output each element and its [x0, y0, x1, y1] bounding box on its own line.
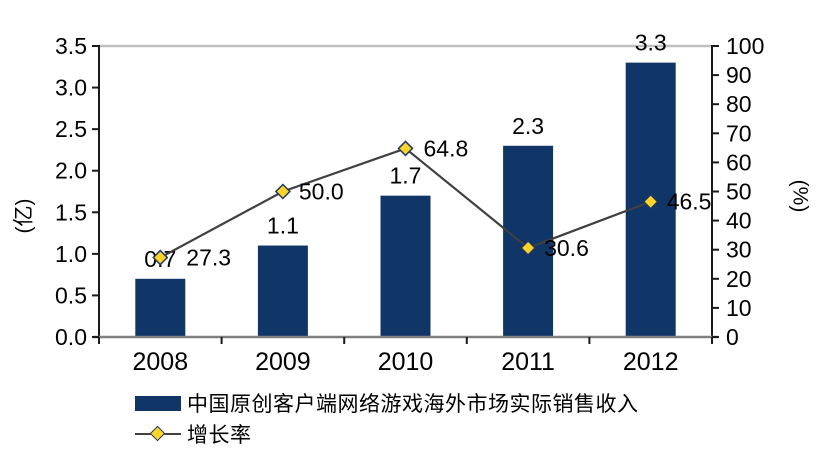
diamond-marker-2010 — [397, 140, 414, 157]
legend-item-revenue: 中国原创客户端网络游戏海外市场实际销售收入 — [135, 392, 639, 416]
right-tick-label-60: 60 — [726, 149, 752, 175]
left-tick-label-0.0: 0.0 — [55, 324, 87, 350]
legend-label-revenue: 中国原创客户端网络游戏海外市场实际销售收入 — [187, 393, 639, 416]
x-axis-label-2009: 2009 — [255, 348, 311, 376]
x-axis-label-2010: 2010 — [378, 348, 434, 376]
left-tick-label-2.0: 2.0 — [55, 158, 87, 184]
bar-2009 — [257, 245, 308, 337]
diamond-marker-2008 — [152, 249, 169, 266]
right-tick-label-100: 100 — [726, 33, 764, 59]
line-label-2011: 30.6 — [544, 235, 589, 261]
chart-legend: 中国原创客户端网络游戏海外市场实际销售收入 增长率 — [135, 392, 639, 447]
right-tick-label-70: 70 — [726, 120, 752, 146]
line-label-2008: 27.3 — [186, 245, 231, 271]
line-label-2010: 64.8 — [424, 135, 469, 161]
right-tick-label-40: 40 — [726, 208, 752, 234]
line-label-2009: 50.0 — [299, 179, 344, 205]
right-tick-label-50: 50 — [726, 179, 752, 205]
x-axis-label-2008: 2008 — [132, 348, 188, 376]
diamond-marker-2009 — [274, 183, 291, 200]
bar-2010 — [380, 195, 431, 337]
x-axis-label-2011: 2011 — [501, 348, 555, 376]
left-tick-label-1.5: 1.5 — [55, 199, 87, 225]
left-tick-label-1.0: 1.0 — [55, 241, 87, 267]
left-tick-label-3.0: 3.0 — [55, 75, 87, 101]
bar-label-2010: 1.7 — [390, 163, 422, 189]
right-tick-label-20: 20 — [726, 266, 752, 292]
right-tick-label-10: 10 — [726, 295, 752, 321]
left-tick-label-2.5: 2.5 — [55, 116, 87, 142]
diamond-marker-2011 — [520, 239, 537, 257]
right-tick-label-0: 0 — [726, 324, 739, 350]
bar-2008 — [135, 278, 186, 337]
legend-item-growth-rate: 增长率 — [135, 423, 639, 447]
diamond-marker-2012 — [642, 193, 659, 210]
diamond-marker-icon — [149, 425, 166, 442]
bar-label-2011: 2.3 — [512, 113, 544, 139]
right-axis-title: (%) — [789, 180, 812, 213]
legend-label-growth-rate: 增长率 — [187, 424, 252, 447]
bar-label-2009: 1.1 — [267, 213, 299, 239]
bar-swatch-icon — [135, 395, 181, 411]
x-axis-label-2012: 2012 — [623, 348, 679, 376]
line-diamond-swatch-icon — [135, 425, 181, 442]
right-tick-label-90: 90 — [726, 62, 752, 88]
right-tick-label-80: 80 — [726, 91, 752, 117]
left-tick-label-3.5: 3.5 — [55, 33, 87, 59]
right-tick-label-30: 30 — [726, 237, 752, 263]
left-tick-label-0.5: 0.5 — [55, 282, 87, 308]
bar-label-2012: 3.3 — [635, 30, 667, 56]
left-axis-title: (亿) — [13, 199, 36, 234]
line-label-2012: 46.5 — [667, 189, 712, 215]
